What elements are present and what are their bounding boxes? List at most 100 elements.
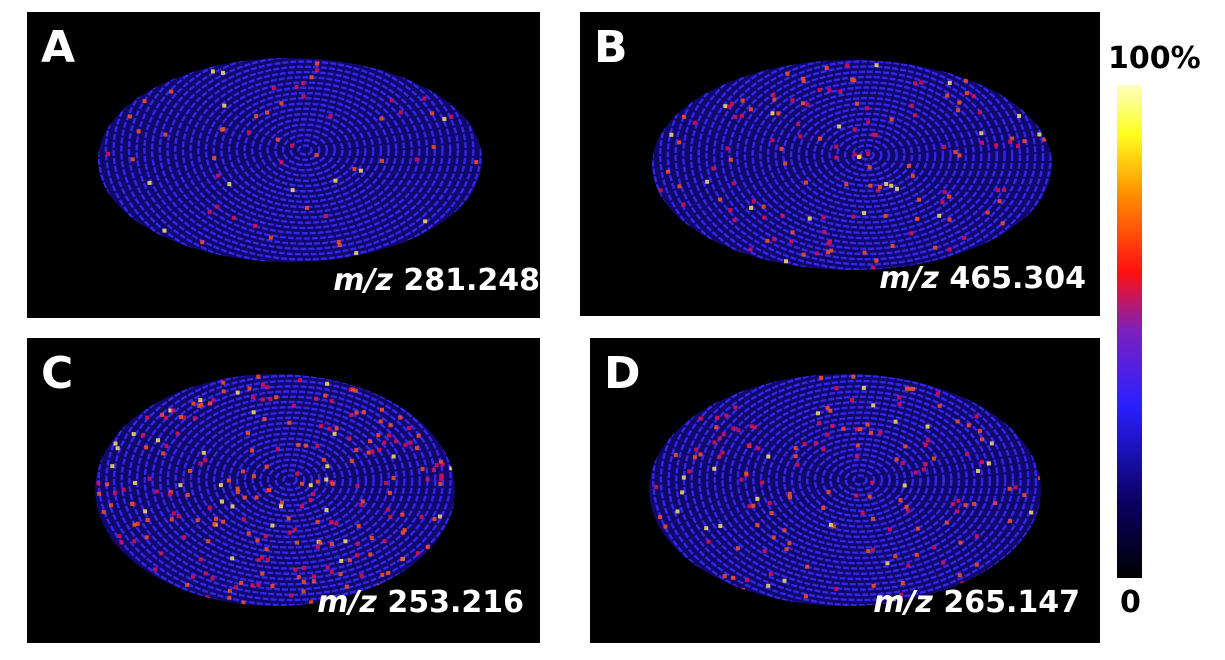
hot-pixel <box>327 426 332 431</box>
hot-pixel <box>121 487 126 492</box>
ridge <box>829 458 891 502</box>
hot-pixel <box>380 572 385 577</box>
hot-pixel <box>744 577 749 582</box>
hot-pixel <box>829 248 834 253</box>
hot-pixel <box>721 432 726 437</box>
hot-pixel <box>965 452 970 457</box>
hot-pixel <box>293 567 298 572</box>
hot-pixel <box>681 475 686 480</box>
hot-pixel <box>330 481 335 486</box>
hot-pixel <box>301 589 306 594</box>
hot-pixel <box>251 474 256 479</box>
hot-pixel <box>323 393 328 398</box>
hot-pixel <box>818 136 823 141</box>
hot-pixel <box>801 79 806 84</box>
hot-pixel <box>826 241 831 246</box>
hot-pixel <box>211 398 216 403</box>
hot-pixel <box>379 116 384 121</box>
hot-pixel <box>907 386 912 391</box>
ridge <box>235 442 344 518</box>
hot-pixel <box>868 183 873 188</box>
hot-pixel <box>768 571 773 576</box>
hot-pixel <box>704 526 709 531</box>
panel-letter: D <box>604 348 641 399</box>
ridge <box>173 60 437 240</box>
hot-pixel <box>241 600 246 605</box>
hot-pixel <box>167 492 172 497</box>
hot-pixel <box>303 443 308 448</box>
hot-pixel <box>996 188 1001 193</box>
hot-pixel <box>726 104 731 109</box>
hot-pixel <box>382 539 387 544</box>
hot-pixel <box>807 216 812 221</box>
hot-pixel <box>790 230 795 235</box>
hot-pixel <box>425 544 430 549</box>
hot-pixel <box>926 438 931 443</box>
hot-pixel <box>377 447 382 452</box>
hot-pixel <box>724 413 729 418</box>
hot-pixel <box>195 518 200 523</box>
hot-pixel <box>933 245 938 250</box>
ridge <box>189 411 391 549</box>
hot-pixel <box>292 403 297 408</box>
hot-pixel <box>318 540 323 545</box>
hot-pixel <box>971 94 976 99</box>
hot-pixel <box>945 93 950 98</box>
hot-pixel <box>953 150 958 155</box>
hot-pixel <box>96 481 101 486</box>
ridge <box>744 400 976 560</box>
panel-letter: A <box>41 22 75 73</box>
hot-pixel <box>828 522 833 527</box>
hot-pixel <box>324 508 329 513</box>
hot-pixel <box>766 583 771 588</box>
hot-pixel <box>265 488 270 493</box>
hot-pixel <box>324 214 329 219</box>
hot-pixel <box>144 445 149 450</box>
ridge <box>97 374 455 606</box>
hot-pixel <box>389 98 394 103</box>
hot-pixel <box>805 564 810 569</box>
hot-pixel <box>295 471 300 476</box>
hot-pixel <box>834 586 839 591</box>
hot-pixel <box>360 499 365 504</box>
hot-pixel <box>423 219 428 224</box>
hot-pixel <box>940 200 945 205</box>
ridge <box>243 448 337 512</box>
ridge <box>105 374 455 606</box>
fingerprint <box>95 374 455 606</box>
hot-pixel <box>861 385 866 390</box>
hot-pixel <box>937 213 942 218</box>
hot-pixel <box>290 143 295 148</box>
hot-pixel <box>440 462 445 467</box>
hot-pixel <box>923 442 928 447</box>
hot-pixel <box>762 549 767 554</box>
hot-pixel <box>675 509 680 514</box>
ridge <box>259 458 321 502</box>
ridge <box>759 81 975 229</box>
hot-pixel <box>912 113 917 118</box>
hot-pixel <box>814 251 819 256</box>
hot-pixel <box>711 166 716 171</box>
hot-pixel <box>264 547 269 552</box>
hot-pixel <box>752 425 757 430</box>
hot-pixel <box>942 189 947 194</box>
hot-pixel <box>135 521 140 526</box>
hot-pixel <box>911 387 916 392</box>
hot-pixel <box>723 104 728 109</box>
hot-pixel <box>420 466 425 471</box>
hot-pixel <box>963 78 968 83</box>
hot-pixel <box>782 578 787 583</box>
hot-pixel <box>740 98 745 103</box>
hot-pixel <box>301 94 306 99</box>
ridge <box>104 58 482 262</box>
hot-pixel <box>208 401 213 406</box>
hot-pixel <box>1008 139 1013 144</box>
hot-pixel <box>437 514 442 519</box>
hot-pixel <box>746 443 751 448</box>
hot-pixel <box>314 68 319 73</box>
hot-pixel <box>329 399 334 404</box>
hot-pixel <box>725 146 730 151</box>
panel: Cm/z 253.216 <box>27 338 540 643</box>
hot-pixel <box>866 151 871 156</box>
hot-pixel <box>834 386 839 391</box>
